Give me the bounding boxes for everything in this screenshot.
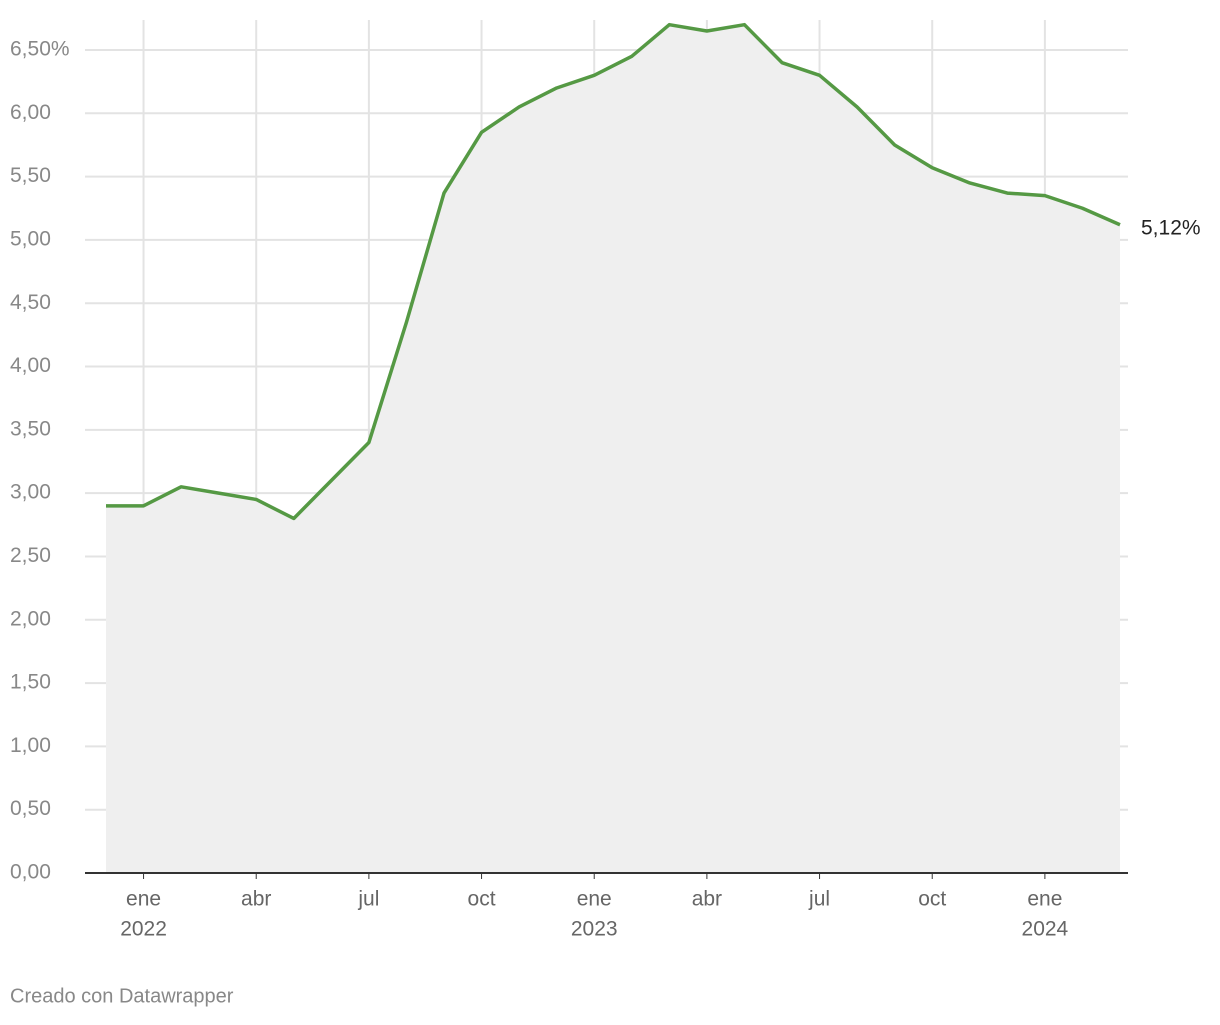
y-tick-label: 4,50 [10, 291, 51, 314]
area [106, 24, 1120, 873]
y-tick-label: 5,00 [10, 227, 51, 250]
x-tick-label: ene [577, 888, 612, 911]
x-tick-label: jul [808, 888, 830, 911]
x-tick-label: ene [126, 888, 161, 911]
x-tick-year: 2024 [1022, 918, 1069, 941]
y-tick-label: 6,00 [10, 101, 51, 124]
y-tick-label: 2,50 [10, 544, 51, 567]
line [106, 22, 1121, 521]
y-tick-label: 1,00 [10, 734, 51, 757]
x-tick-year: 2022 [120, 918, 167, 941]
y-tick-label: 3,00 [10, 481, 51, 504]
footer: Creado con Datawrapper [10, 985, 234, 1007]
x-tick-label: abr [241, 888, 271, 911]
x-tick-year: 2023 [571, 918, 618, 941]
value-label: 5,12% [1141, 216, 1201, 239]
y-tick-label: 3,50 [10, 417, 51, 440]
y-tick-label: 6,50% [10, 38, 70, 61]
x-tick-label: ene [1027, 888, 1062, 911]
x-tick-label: oct [918, 888, 946, 911]
x-tick-label: jul [357, 888, 379, 911]
y-tick-label: 0,50 [10, 797, 51, 820]
y-tick-label: 5,50 [10, 164, 51, 187]
y-tick-label: 2,00 [10, 607, 51, 630]
y-tick-label: 1,50 [10, 671, 51, 694]
x-tick-label: oct [468, 888, 496, 911]
y-tick-label: 4,00 [10, 354, 51, 377]
y-tick-label: 0,00 [10, 861, 51, 884]
x-tick-label: abr [692, 888, 722, 911]
